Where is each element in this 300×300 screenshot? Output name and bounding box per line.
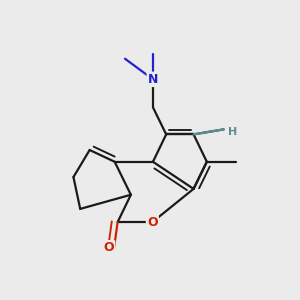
Text: O: O: [147, 216, 158, 229]
Text: O: O: [103, 241, 114, 254]
Text: N: N: [148, 73, 158, 86]
Text: O: O: [147, 216, 158, 229]
Text: N: N: [148, 73, 158, 86]
Text: O: O: [103, 241, 114, 254]
Text: H: H: [228, 127, 237, 137]
Text: H: H: [228, 127, 237, 137]
